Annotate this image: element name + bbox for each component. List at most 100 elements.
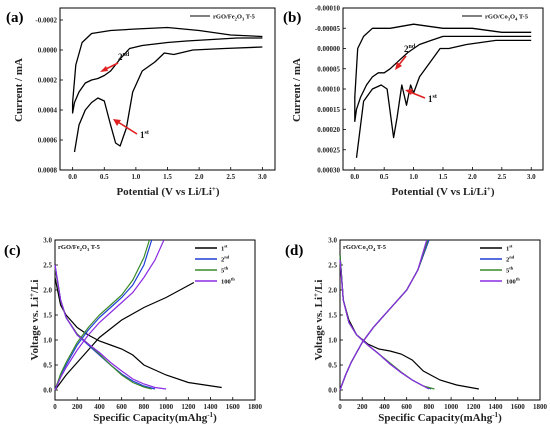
x-tick-label: 1200 [466, 403, 481, 411]
y-tick-label: 0.00010 [317, 86, 340, 94]
cv-curve-1 [354, 23, 532, 123]
panel-b: (b) 0.0 0.5 1.0 1.5 2.0 2.5 3.0 -0.00010 -0.0000… [283, 5, 544, 198]
x-tick-label: 0 [338, 403, 342, 411]
x-axis-label: Potential (V vs Li/Li+) [391, 185, 494, 198]
legend-entry-100th: 100th [221, 277, 235, 286]
discharge-curve-2nd [339, 254, 432, 390]
series-group [339, 239, 480, 391]
panel-d: (d) 0 200 400 600 800 1000 1200 1400 1600 1800 0.0… [285, 237, 548, 425]
legend-entry-2nd: 2nd [221, 255, 230, 264]
legend-label: rGO/Co3O4 T-5 [485, 14, 529, 22]
x-tick-label: 2.5 [226, 173, 235, 181]
x-tick-label: 200 [357, 403, 368, 411]
y-tick-label: 3.0 [328, 237, 337, 245]
y-tick-label: 0.00015 [317, 106, 340, 114]
x-tick-label: 0.0 [68, 173, 77, 181]
series-group [354, 23, 532, 158]
legend-entry-2nd: 2nd [506, 255, 515, 264]
x-tick-label: 1600 [511, 403, 526, 411]
x-tick-label: 1.0 [409, 173, 418, 181]
panel-letter: (c) [4, 243, 21, 259]
x-tick-label: 3.0 [258, 173, 267, 181]
y-axis-label: Current / mA [291, 58, 303, 122]
y-tick-label: 0.0 [43, 387, 52, 395]
y-tick-label: 0.0004 [38, 107, 58, 115]
axis-ticks: 0 200 400 600 800 1000 1200 1400 1600 1800 0.0 0.5 1… [328, 237, 547, 412]
x-tick-label: 0.5 [380, 173, 389, 181]
annotation-1st: 1st [140, 130, 149, 140]
x-tick-label: 600 [116, 403, 127, 411]
charge-curve-2nd [54, 239, 153, 391]
annotation-1st: 1st [428, 94, 437, 104]
plot-frame [59, 7, 276, 171]
x-tick-label: 200 [72, 403, 83, 411]
discharge-curve-1st [54, 277, 222, 389]
y-tick-label: 0.00030 [317, 167, 340, 175]
legend-entry-1st: 1st [506, 244, 513, 253]
y-tick-label: 0.0 [328, 387, 337, 395]
charge-curve-100th [339, 239, 428, 391]
panel-letter: (b) [283, 10, 301, 26]
legend: 1st 2nd 5th 100th [195, 244, 235, 286]
arrow-head [395, 62, 402, 70]
y-tick-label: 1.5 [43, 312, 52, 320]
x-tick-label: 1600 [226, 403, 241, 411]
y-tick-label: 0.00025 [317, 146, 340, 154]
annotation-arrow [409, 91, 426, 99]
legend-label: rGO/Fe2O3 T-5 [213, 14, 256, 22]
axis-ticks: 0.0 0.5 1.0 1.5 2.0 2.5 3.0 -0.00010 -0.00005 0.0… [315, 5, 536, 182]
y-tick-label: 2.0 [43, 287, 52, 295]
y-tick-label: 1.0 [43, 337, 52, 345]
arrow-head [100, 66, 108, 72]
legend: 1st 2nd 5th 100th [480, 244, 520, 286]
x-tick-label: 3.0 [527, 173, 536, 181]
y-axis-label: Voltage vs. Li+/Li [312, 280, 325, 361]
x-tick-label: 1000 [444, 403, 459, 411]
legend-entry-5th: 5th [506, 266, 514, 275]
x-tick-label: 0.0 [350, 173, 359, 181]
x-tick-label: 1.0 [132, 173, 141, 181]
discharge-curve-5th [339, 254, 435, 390]
y-tick-label: 3.0 [43, 237, 52, 245]
y-tick-label: 0.5 [43, 362, 52, 370]
y-axis-label: Voltage vs. Li+/Li [28, 280, 41, 361]
y-tick-label: 2.5 [43, 262, 52, 270]
arrow-head [113, 119, 121, 126]
legend-entry-5th: 5th [221, 266, 229, 275]
axis-ticks: 0.0 0.5 1.0 1.5 2.0 2.5 3.0 -0.0002 0.0000 0.0002… [35, 17, 267, 182]
x-tick-label: 400 [94, 403, 105, 411]
x-tick-label: 1.5 [439, 173, 448, 181]
x-axis-label: Potential (V vs Li/Li+) [116, 185, 219, 198]
y-tick-label: 1.5 [328, 312, 337, 320]
y-tick-label: 0.0008 [38, 167, 58, 175]
y-tick-label: 0.00020 [317, 126, 340, 134]
cv-curve-2 [73, 46, 263, 153]
panel-c: (c) 0 200 400 600 800 1000 1200 1400 1600 1800 0.0… [4, 237, 263, 425]
axis-ticks: 0 200 400 600 800 1000 1200 1400 1600 1800 0.0 0.5 1… [43, 237, 262, 412]
x-tick-label: 800 [139, 403, 150, 411]
x-tick-label: 600 [401, 403, 412, 411]
annotation-2nd: 2nd [118, 52, 130, 62]
x-tick-label: 1800 [248, 403, 263, 411]
x-tick-label: 2.0 [468, 173, 477, 181]
legend-title: rGO/Co3O4 T-5 [343, 244, 387, 252]
y-axis-label: Current / mA [13, 58, 25, 122]
x-tick-label: 1400 [489, 403, 504, 411]
y-tick-label: 0.0002 [38, 77, 58, 85]
charge-curve-5th [54, 239, 150, 391]
discharge-curve-1st [339, 254, 480, 390]
cv-curve-1 [71, 26, 263, 114]
legend-entry-1st: 1st [221, 244, 228, 253]
discharge-curve-100th [54, 264, 167, 390]
annotation-2nd: 2nd [404, 44, 416, 54]
y-tick-label: 0.5 [328, 362, 337, 370]
x-axis-label: Specific Capacity(mAhg-1) [93, 411, 217, 424]
x-tick-label: 2.5 [497, 173, 506, 181]
cv-curve-2 [355, 39, 532, 158]
panel-letter: (d) [285, 243, 303, 259]
y-tick-label: 1.0 [328, 337, 337, 345]
x-tick-label: 0.5 [100, 173, 109, 181]
plot-frame [54, 239, 256, 401]
arrow-head [405, 89, 413, 95]
x-tick-label: 2.0 [195, 173, 204, 181]
